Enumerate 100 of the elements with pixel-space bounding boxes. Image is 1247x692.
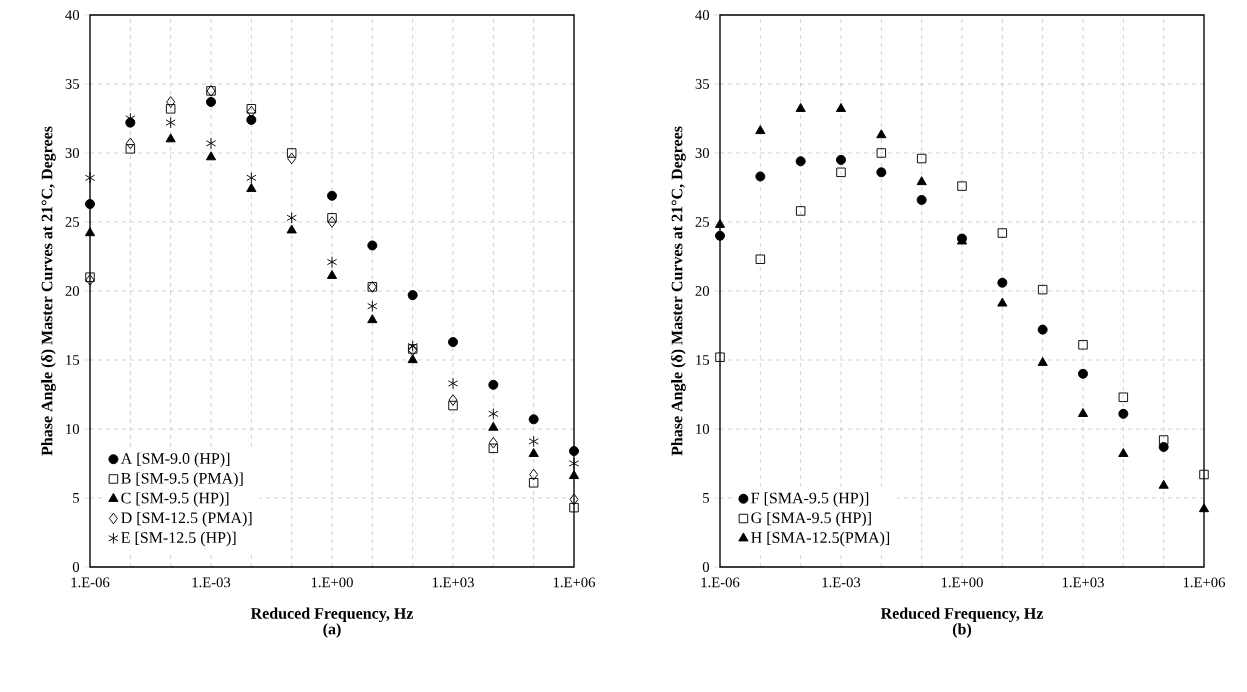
x-tick-label: 1.E+03 — [1062, 577, 1104, 588]
point — [715, 230, 726, 241]
point — [1198, 503, 1210, 513]
point — [246, 114, 257, 125]
y-tick-label: 35 — [695, 79, 710, 89]
y-tick-label: 30 — [695, 148, 710, 158]
y-tick-label: 10 — [696, 424, 710, 434]
legend-label: D [SM-12.5 (PMA)] — [121, 511, 252, 527]
y-tick-label: 40 — [65, 10, 80, 20]
point — [1078, 368, 1089, 379]
legend-label: F [SMA-9.5 (HP)] — [751, 492, 869, 507]
point — [367, 314, 378, 324]
point — [286, 148, 297, 158]
point — [836, 167, 846, 178]
y-tick-label: 15 — [696, 355, 710, 365]
x-tick-label: 1.E-06 — [71, 577, 110, 588]
point — [326, 270, 338, 279]
point — [528, 448, 539, 457]
point — [795, 206, 806, 216]
point — [957, 181, 967, 191]
point — [206, 96, 217, 107]
point — [125, 144, 136, 154]
point — [85, 272, 95, 282]
y-tick-label: 40 — [695, 10, 710, 20]
text: (a) — [323, 623, 341, 638]
point — [85, 274, 95, 286]
legend-label: B [SM-9.5 (PMA)] — [121, 472, 243, 487]
point — [528, 478, 539, 488]
x-tick-label: 1.E-06 — [701, 577, 740, 588]
y-tick-label: 30 — [65, 148, 80, 158]
point — [205, 137, 217, 150]
y-tick-label: 25 — [695, 217, 710, 227]
point — [755, 171, 766, 182]
point — [876, 167, 887, 178]
point — [1158, 435, 1169, 445]
point — [488, 443, 499, 454]
point — [488, 379, 499, 390]
point — [916, 153, 927, 164]
point — [528, 414, 539, 425]
point — [997, 297, 1008, 307]
point — [755, 254, 766, 264]
point — [529, 468, 539, 481]
y-tick-label: 0 — [702, 562, 710, 572]
point — [1037, 284, 1048, 295]
point — [569, 446, 579, 457]
point — [327, 213, 337, 223]
point — [1077, 408, 1089, 417]
point — [876, 129, 887, 139]
point — [326, 256, 338, 268]
y-tick-label: 20 — [695, 286, 710, 296]
point — [84, 172, 96, 184]
point — [916, 194, 927, 205]
point — [1078, 340, 1088, 350]
point — [836, 154, 847, 165]
point — [488, 436, 498, 449]
y-tick-label: 10 — [66, 424, 80, 434]
point — [447, 377, 459, 390]
point — [1158, 479, 1169, 489]
point — [407, 354, 418, 364]
point — [286, 224, 297, 234]
point — [569, 502, 579, 513]
point — [407, 340, 418, 352]
point — [1199, 469, 1209, 480]
point — [448, 394, 458, 406]
point — [327, 216, 337, 228]
point — [125, 137, 135, 150]
point — [528, 435, 539, 448]
point — [568, 470, 580, 480]
x-axis-title: Reduced Frequency, Hz — [250, 607, 414, 623]
y-tick-label: 5 — [73, 493, 80, 503]
x-tick-label: 1.E+06 — [553, 577, 596, 588]
y-tick-label: 0 — [72, 562, 80, 572]
point — [876, 148, 887, 158]
x-tick-label: 1.E+03 — [432, 577, 474, 588]
x-tick-label: 1.E+00 — [311, 577, 353, 588]
y-axis-title: Phase Angle (δ) Master Curves at 21°C, Degrees — [41, 126, 56, 456]
point — [205, 151, 217, 161]
legend-label: E [SM-12.5 (HP)] — [121, 531, 236, 547]
point — [1118, 408, 1129, 419]
point — [997, 277, 1008, 288]
point — [488, 421, 499, 431]
y-axis-title: Phase Angle (δ) Master Curves at 21°C, Degrees — [671, 126, 686, 456]
point — [755, 125, 766, 135]
y-tick-label: 20 — [65, 286, 80, 296]
y-tick-label: 15 — [66, 355, 80, 365]
point — [1118, 448, 1129, 457]
x-axis-title: Reduced Frequency, Hz — [880, 607, 1044, 623]
point — [407, 290, 418, 301]
y-tick-label: 5 — [703, 493, 710, 503]
point — [165, 133, 176, 143]
x-tick-label: 1.E+00 — [941, 577, 983, 588]
point — [367, 240, 378, 251]
point — [84, 227, 96, 237]
point — [166, 96, 176, 108]
point — [246, 104, 257, 114]
x-tick-label: 1.E+06 — [1183, 577, 1226, 588]
point — [488, 408, 499, 420]
point — [568, 457, 580, 470]
point — [287, 152, 297, 165]
point — [367, 300, 378, 312]
